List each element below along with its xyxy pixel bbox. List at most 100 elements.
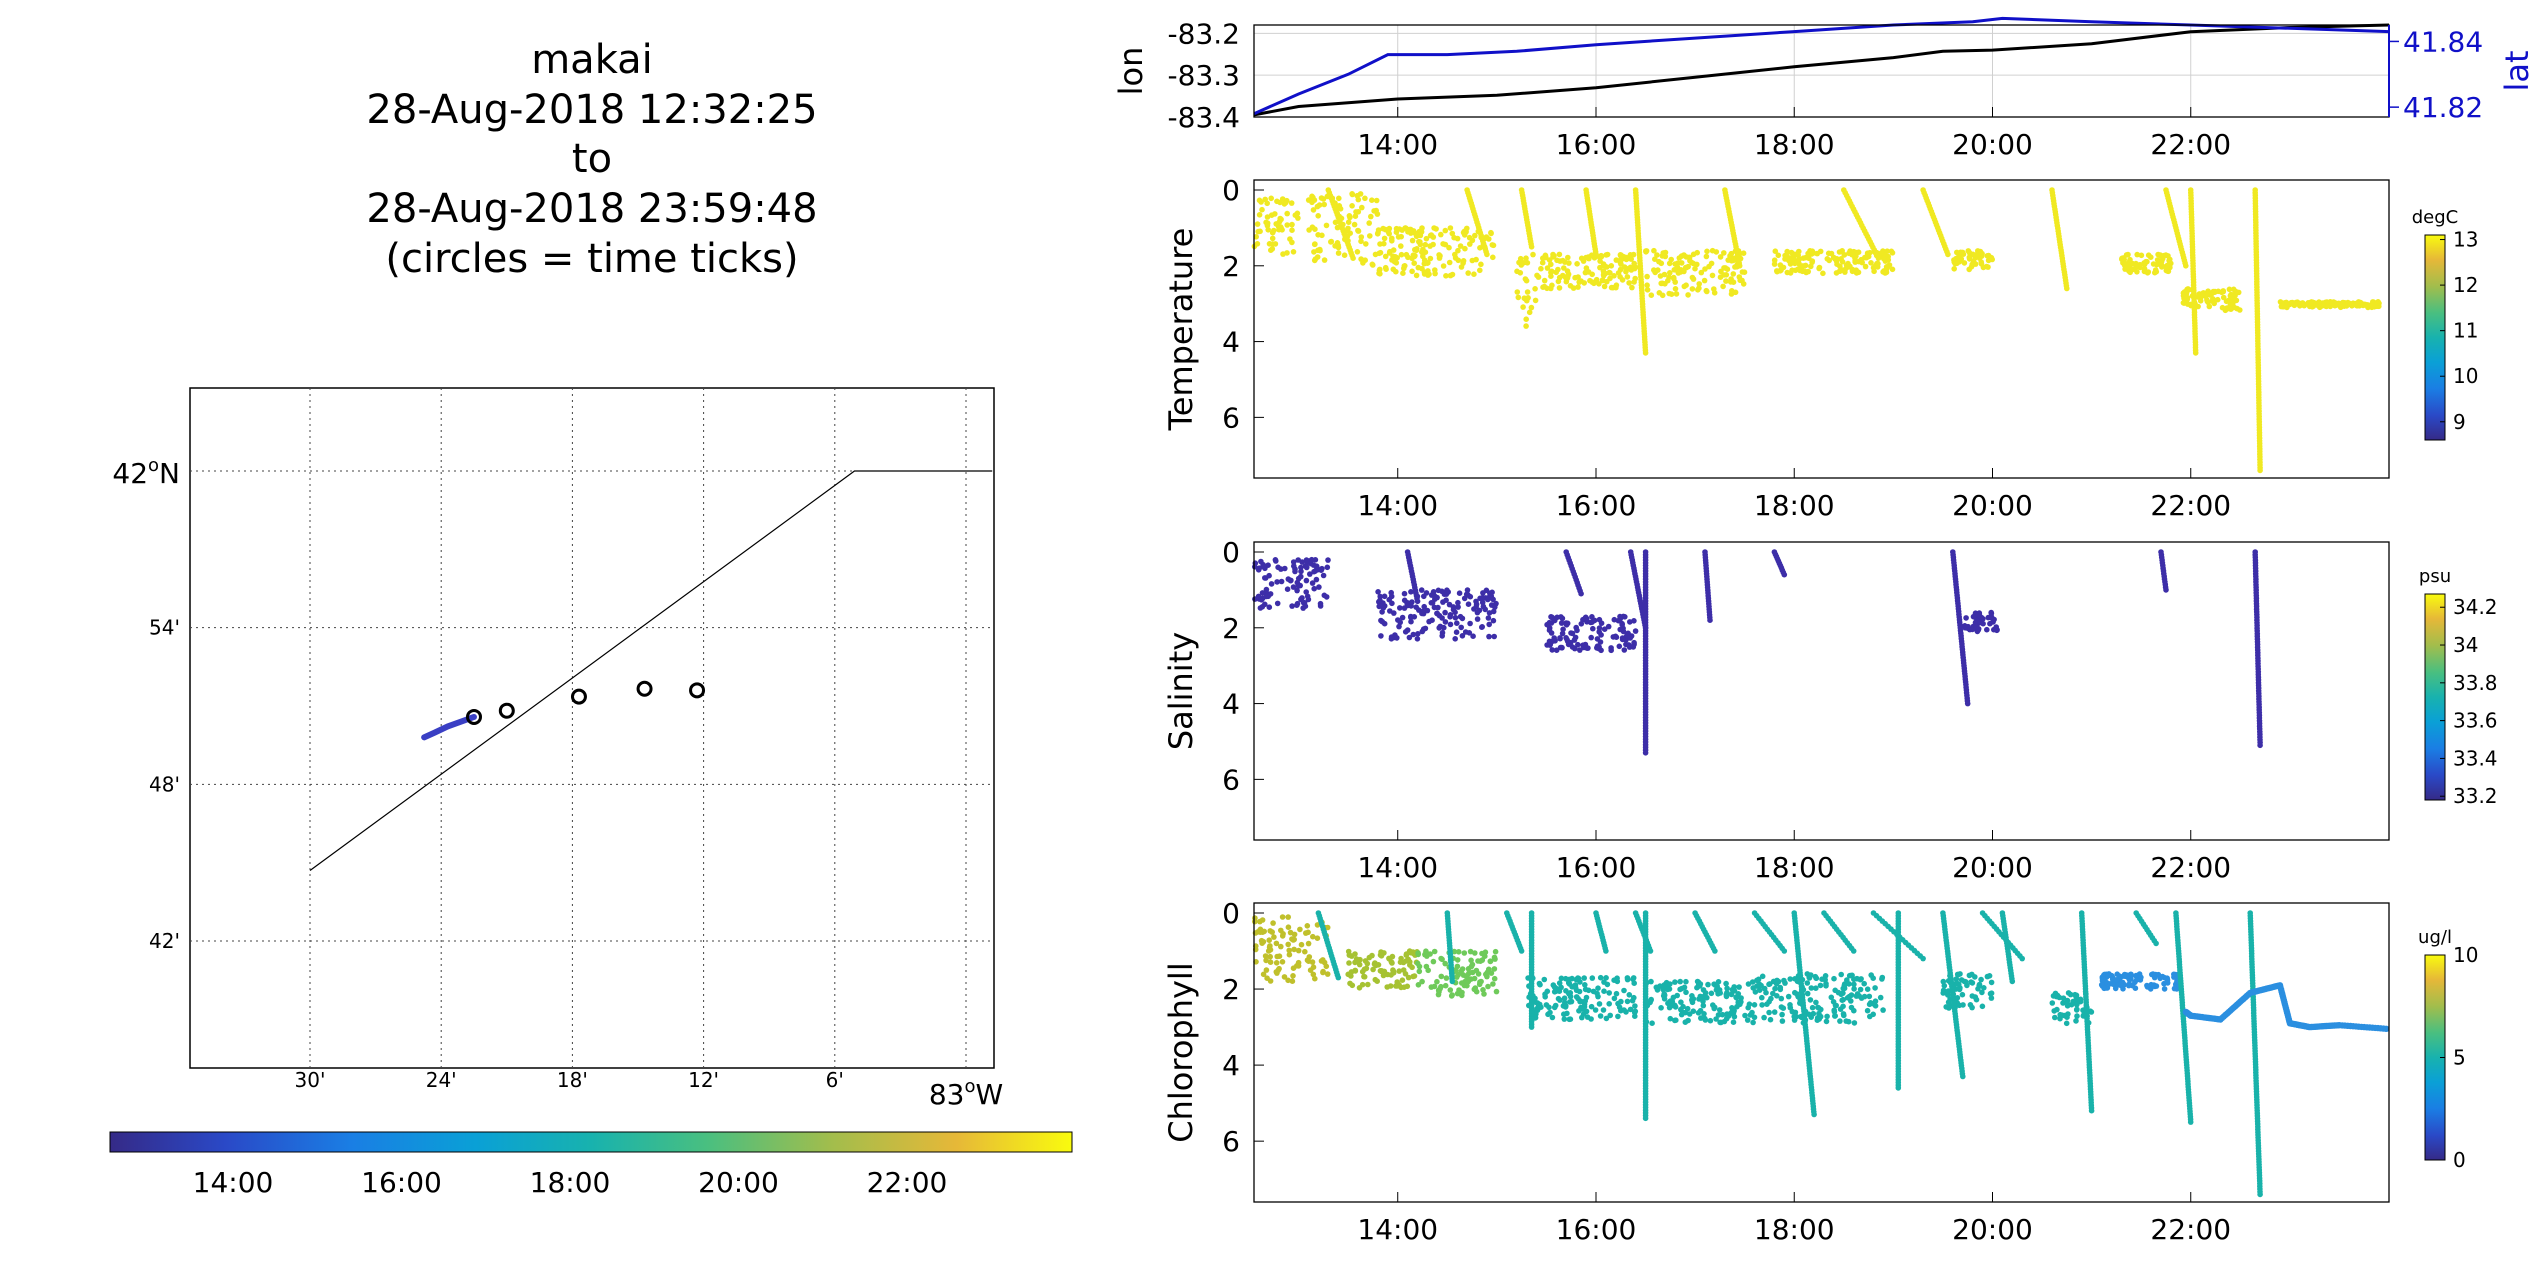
- chlorophyll-point-125: [1346, 960, 1352, 966]
- temperature-point-563: [1696, 281, 1702, 287]
- salinity-xtick-label-3: 20:00: [1952, 851, 2033, 884]
- salinity-point-253: [1446, 601, 1453, 608]
- temperature-point-576: [1659, 280, 1666, 287]
- salinity-point-107: [1418, 587, 1425, 593]
- temperature-panel: 0 2 4 6 14:00 16:00 18:00 20:00 22:00 Temperature…: [1162, 174, 2478, 522]
- chlorophyll-point-1387: [1895, 1085, 1902, 1091]
- chlorophyll-point-1578: [2153, 940, 2159, 947]
- salinity-point-223: [1378, 633, 1384, 639]
- temperature-point-414: [1549, 282, 1555, 289]
- temperature-point-419: [1575, 284, 1581, 290]
- salinity-point-351: [1550, 638, 1556, 644]
- chlorophyll-point-649: [1831, 1008, 1838, 1015]
- temperature-point-154: [1409, 237, 1416, 244]
- temperature-point-676: [1809, 248, 1816, 254]
- temperature-point-133: [1347, 230, 1353, 236]
- salinity-point-219: [1406, 634, 1413, 641]
- temperature-point-392: [1593, 276, 1600, 283]
- chlorophyll-point-687: [1759, 973, 1766, 980]
- temperature-point-1376: [2183, 263, 2189, 269]
- chlorophyll-point-572: [1682, 1019, 1689, 1025]
- temperature-point-59: [1310, 207, 1317, 213]
- chlorophyll-point-183: [1356, 961, 1363, 968]
- salinity-point-21: [1311, 585, 1317, 592]
- chlorophyll-point-451: [1708, 990, 1715, 997]
- salinity-point-239: [1426, 618, 1432, 625]
- chlorophyll-point-719: [1814, 1017, 1821, 1023]
- chlorophyll-ytick-label-3: 6: [1222, 1125, 1240, 1158]
- temperature-point-589: [1727, 253, 1733, 259]
- chlorophyll-ylabel: Chlorophyll: [1162, 962, 1200, 1142]
- chlorophyll-point-833: [2052, 1014, 2058, 1021]
- salinity-point-51: [1303, 589, 1309, 595]
- salinity-point-414: [1975, 626, 1982, 632]
- temperature-point-324: [1523, 316, 1529, 323]
- map-lon-label-hemi: W: [975, 1078, 1003, 1111]
- salinity-point-664: [2163, 587, 2169, 593]
- temperature-point-389: [1597, 264, 1603, 271]
- salinity-point-413: [1977, 619, 1983, 626]
- temperature-point-458: [1624, 274, 1631, 280]
- salinity-point-649: [1964, 700, 1971, 707]
- temperature-point-933: [2230, 301, 2236, 307]
- chlorophyll-point-240: [1438, 983, 1444, 990]
- temperature-point-691: [1799, 268, 1806, 275]
- temperature-point-176: [1449, 230, 1456, 237]
- salinity-point-164: [1421, 593, 1427, 600]
- chlorophyll-point-338: [1541, 976, 1548, 983]
- chlorophyll-ytick-label-1: 2: [1222, 973, 1240, 1006]
- salinity-point-77: [1304, 593, 1311, 600]
- chlorophyll-point-161: [1361, 974, 1368, 980]
- temperature-point-686: [1870, 264, 1877, 271]
- temperature-point-596: [1868, 260, 1874, 266]
- salinity-point-359: [1627, 635, 1633, 641]
- temperature-point-370: [1548, 261, 1554, 268]
- nav-xtick-label-0: 14:00: [1357, 128, 1438, 161]
- salinity-point-409: [1969, 626, 1976, 633]
- salinity-point-144: [1408, 589, 1414, 595]
- temperature-point-361: [1601, 283, 1608, 290]
- temperature-point-743: [1837, 268, 1843, 274]
- salinity-point-10: [1324, 564, 1331, 571]
- chlorophyll-point-59: [1257, 918, 1263, 925]
- temperature-point-651: [1771, 261, 1778, 267]
- salinity-point-237: [1464, 587, 1471, 593]
- chlorophyll-point-84: [1267, 978, 1274, 984]
- chlorophyll-point-959: [2171, 971, 2177, 978]
- chlorophyll-point-175: [1386, 955, 1392, 962]
- temperature-point-437: [1600, 272, 1607, 279]
- temperature-point-122: [1345, 219, 1352, 225]
- chlorophyll-point-859: [2054, 1006, 2060, 1013]
- chlorophyll-point-562: [1733, 995, 1740, 1001]
- temperature-point-293: [1419, 265, 1425, 272]
- salinity-point-319: [1589, 619, 1595, 625]
- chlorophyll-point-471: [1745, 981, 1752, 987]
- temperature-point-292: [1398, 251, 1405, 258]
- temperature-point-280: [1458, 264, 1465, 270]
- chlorophyll-point-786: [1955, 972, 1961, 978]
- temperature-point-51: [1276, 218, 1283, 225]
- chlorophyll-point-73: [1267, 943, 1273, 949]
- chlorophyll-point-286: [1464, 982, 1470, 989]
- salinity-point-367: [1615, 617, 1622, 624]
- chlorophyll-point-517: [1716, 1007, 1723, 1013]
- chlorophyll-point-279: [1415, 951, 1421, 958]
- temperature-point-112: [1336, 195, 1342, 202]
- chlorophyll-point-771: [1976, 981, 1983, 988]
- chlorophyll-point-343: [1561, 995, 1568, 1001]
- salinity-point-241: [1431, 604, 1438, 611]
- chlorophyll-point-86: [1304, 923, 1311, 929]
- chlorophyll-point-95: [1295, 947, 1302, 954]
- salinity-point-335: [1588, 634, 1594, 641]
- chlorophyll-point-956: [2150, 971, 2156, 977]
- chlorophyll-xtick-label-1: 16:00: [1556, 1213, 1637, 1246]
- salinity-point-199: [1379, 618, 1386, 625]
- temperature-point-739: [1802, 254, 1809, 261]
- temperature-point-126: [1371, 208, 1377, 214]
- chlorophyll-point-229: [1490, 981, 1496, 987]
- temperature-point-88: [1305, 197, 1312, 203]
- chlorophyll-point-862: [2074, 1001, 2080, 1008]
- chlorophyll-point-404: [1616, 1004, 1623, 1010]
- chlorophyll-point-202: [1438, 973, 1445, 980]
- salinity-point-121: [1396, 623, 1402, 630]
